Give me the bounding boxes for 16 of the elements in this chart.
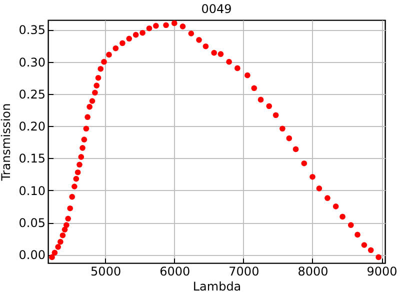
y-tick-label: 0.35 <box>18 23 46 38</box>
y-tick-label: 0.00 <box>18 248 46 262</box>
y-axis-title: Transmission <box>0 103 13 182</box>
y-tick-label: 0.30 <box>18 55 46 70</box>
y-tick-label: 0.10 <box>18 184 46 198</box>
x-axis-title: Lambda <box>192 280 242 294</box>
y-tick-label: 0.05 <box>18 216 46 230</box>
y-tick-label: 0.20 <box>18 120 46 134</box>
x-tick-label: 5000 <box>90 264 122 278</box>
x-tick-label: 8000 <box>298 264 328 278</box>
y-tick-label: 0.15 <box>18 152 46 166</box>
x-tick-label: 7000 <box>228 264 260 278</box>
y-tick-label: 0.25 <box>18 87 46 102</box>
x-tick-label: 9000 <box>366 264 398 278</box>
x-tick-label: 6000 <box>160 264 190 278</box>
chart-title: 0049 <box>201 2 232 16</box>
